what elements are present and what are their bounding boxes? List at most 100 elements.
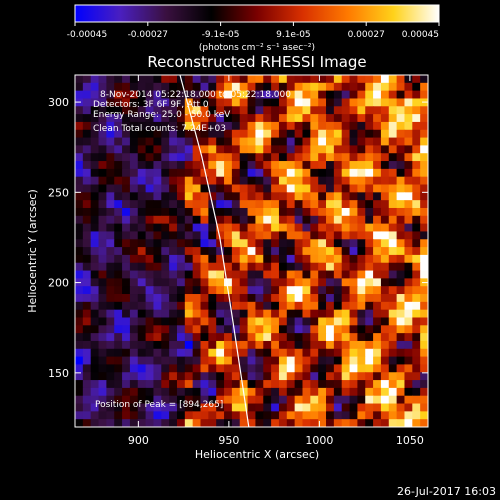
- heatmap-cell: [247, 129, 257, 139]
- heatmap-cell: [302, 309, 311, 319]
- heatmap-cell: [216, 333, 225, 342]
- heatmap-cell: [380, 129, 390, 139]
- heatmap-cell: [106, 262, 115, 272]
- colorbar: -0.00045 -0.00027 -9.1e-05 9.1e-05 0.00027 0.…: [67, 4, 440, 53]
- heatmap-cell: [106, 364, 115, 373]
- heatmap-cell: [90, 223, 100, 233]
- heatmap-cell: [396, 184, 406, 193]
- heatmap-cell: [176, 231, 186, 240]
- heatmap-cell: [114, 325, 123, 334]
- heatmap-cell: [333, 286, 343, 295]
- heatmap-cell: [169, 121, 178, 131]
- heatmap-cell: [247, 278, 257, 287]
- heatmap-cell: [333, 129, 343, 139]
- heatmap-cell: [90, 161, 100, 170]
- heatmap-cell: [271, 247, 280, 256]
- heatmap-cell: [231, 364, 241, 373]
- heatmap-cell: [90, 372, 100, 381]
- heatmap-cell: [192, 161, 202, 170]
- heatmap-cell: [216, 380, 225, 389]
- heatmap-cell: [357, 309, 366, 319]
- heatmap-cell: [122, 121, 131, 131]
- heatmap-cell: [122, 207, 131, 217]
- heatmap-cell: [341, 325, 351, 334]
- heatmap-cell: [318, 301, 327, 311]
- heatmap-cell: [380, 239, 390, 248]
- heatmap-cell: [122, 411, 131, 420]
- heatmap-cell: [137, 317, 147, 326]
- heatmap-cell: [192, 419, 202, 427]
- heatmap-cell: [153, 90, 162, 100]
- heatmap-cell: [247, 200, 257, 209]
- heatmap-cell: [75, 380, 84, 389]
- heatmap-cell: [247, 106, 257, 115]
- heatmap-cell: [341, 364, 351, 373]
- heatmap-cell: [341, 207, 351, 217]
- heatmap-cell: [255, 411, 264, 420]
- heatmap-cell: [333, 145, 343, 154]
- heatmap-cell: [278, 356, 288, 366]
- heatmap-cell: [137, 176, 147, 186]
- heatmap-cell: [216, 200, 225, 209]
- heatmap-cell: [75, 121, 84, 131]
- heatmap-cell: [326, 387, 335, 397]
- heatmap-cell: [176, 121, 186, 131]
- heatmap-cell: [412, 145, 421, 154]
- heatmap-cell: [412, 286, 421, 295]
- heatmap-cell: [341, 348, 351, 358]
- heatmap-cell: [90, 247, 100, 256]
- heatmap-cell: [208, 114, 217, 123]
- heatmap-cell: [357, 387, 366, 397]
- heatmap-cell: [208, 145, 217, 154]
- heatmap-cell: [231, 207, 241, 217]
- heatmap-cell: [192, 129, 202, 139]
- heatmap-cell: [98, 372, 107, 381]
- heatmap-cell: [247, 286, 257, 295]
- heatmap-cell: [169, 247, 178, 256]
- heatmap-cell: [169, 223, 178, 233]
- heatmap-cell: [286, 121, 296, 131]
- heatmap-cell: [208, 137, 217, 146]
- heatmap-cell: [278, 419, 288, 427]
- heatmap-cell: [318, 215, 327, 225]
- heatmap-cell: [388, 348, 398, 358]
- heatmap-cell: [302, 403, 311, 412]
- heatmap-cell: [75, 333, 84, 342]
- heatmap-cell: [404, 82, 413, 92]
- heatmap-cell: [271, 340, 280, 350]
- heatmap-cell: [333, 247, 343, 256]
- heatmap-cell: [75, 129, 84, 139]
- timestamp: 26-Jul-2017 16:03: [397, 485, 496, 498]
- heatmap-cell: [153, 317, 162, 326]
- heatmap-cell: [192, 403, 202, 412]
- heatmap-cell: [310, 309, 319, 319]
- heatmap-cell: [310, 215, 319, 225]
- heatmap-cell: [82, 317, 92, 326]
- heatmap-cell: [224, 270, 233, 279]
- heatmap-cell: [373, 161, 382, 170]
- heatmap-cell: [137, 278, 147, 287]
- heatmap-cell: [90, 114, 100, 123]
- heatmap-cell: [145, 294, 155, 303]
- heatmap-cell: [318, 419, 327, 427]
- heatmap-cell: [302, 411, 311, 420]
- heatmap-cell: [82, 137, 92, 146]
- heatmap-cell: [278, 411, 288, 420]
- heatmap-cell: [231, 75, 241, 84]
- heatmap-cell: [169, 98, 178, 107]
- heatmap-cell: [412, 223, 421, 233]
- heatmap-cell: [318, 90, 327, 100]
- heatmap-cell: [263, 286, 272, 295]
- heatmap-cell: [176, 356, 186, 366]
- heatmap-cell: [231, 231, 241, 240]
- heatmap-cell: [412, 247, 421, 256]
- heatmap-cell: [106, 380, 115, 389]
- heatmap-cell: [380, 145, 390, 154]
- heatmap-cell: [271, 215, 280, 225]
- heatmap-cell: [169, 254, 178, 264]
- heatmap-cell: [122, 239, 131, 248]
- heatmap-cell: [98, 239, 107, 248]
- heatmap-cell: [255, 239, 264, 248]
- heatmap-cell: [239, 75, 249, 84]
- heatmap-cell: [271, 192, 280, 201]
